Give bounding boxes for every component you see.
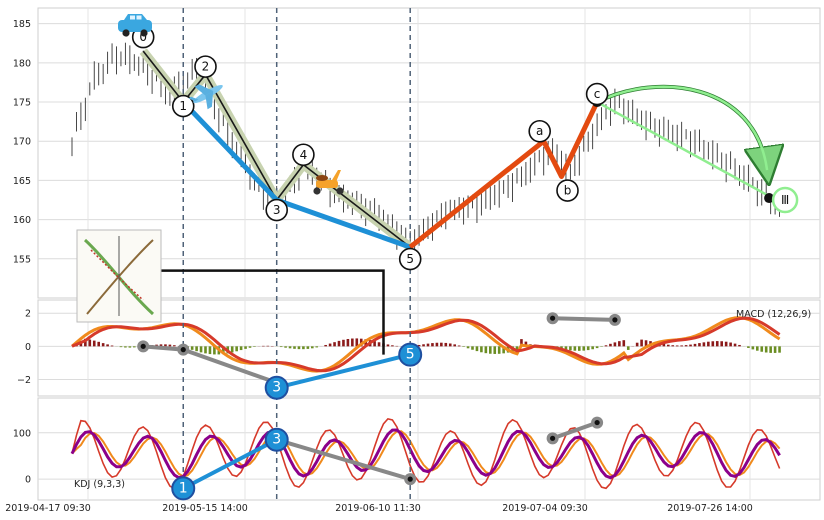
y-tick-label: 180 bbox=[13, 58, 31, 69]
y-tick-label: 160 bbox=[13, 215, 31, 226]
abc-label-b-circle bbox=[556, 179, 579, 202]
abc-label-c: c bbox=[594, 87, 601, 101]
kdj-marker-3-circle bbox=[264, 427, 289, 452]
signal-line bbox=[71, 316, 781, 373]
y-tick-label: 170 bbox=[13, 137, 31, 148]
macd-divergence-link-2-node-dot bbox=[612, 317, 618, 323]
kdj-divergence-link-2 bbox=[551, 420, 598, 441]
macd-lines bbox=[71, 316, 781, 373]
wave-label-4-circle bbox=[292, 143, 315, 167]
kdj-divergence-link-2-node-dot bbox=[594, 419, 600, 426]
abc-line bbox=[408, 101, 600, 250]
macd-label: MACD (12,26,9) bbox=[736, 309, 811, 320]
kdj-lines bbox=[70, 418, 781, 490]
macd-divergence-line bbox=[276, 352, 411, 390]
macd-marker-3-circle bbox=[264, 375, 289, 400]
macd-marker-5: 5 bbox=[406, 347, 415, 363]
wave-label-2-circle bbox=[194, 55, 217, 78]
kdj-j-line bbox=[71, 418, 781, 490]
target-line bbox=[596, 100, 770, 198]
macd-divergence-link-2-node-dot bbox=[550, 315, 556, 321]
abc-label-b: b bbox=[564, 184, 572, 198]
kdj-divergence-line bbox=[182, 437, 278, 491]
wave-label-5-circle bbox=[398, 247, 422, 271]
target-arc bbox=[596, 85, 769, 171]
y-tick-label: 2 bbox=[25, 309, 31, 320]
wave-label-3-circle bbox=[265, 198, 289, 222]
kdj-d-line bbox=[71, 430, 781, 478]
wave-label-4: 4 bbox=[300, 148, 308, 162]
support-bracket bbox=[152, 269, 385, 355]
target-label-circle bbox=[771, 186, 799, 214]
macd-line bbox=[71, 316, 781, 373]
kdj-marker-1: 1 bbox=[179, 480, 188, 496]
kdj-divergence-link-node-dot bbox=[407, 476, 413, 482]
wave-label-0: 0 bbox=[139, 30, 147, 44]
kdj-k-line bbox=[70, 428, 781, 480]
x-tick-label: 2019-07-04 09:30 bbox=[502, 503, 588, 514]
axis-labels: 155160165170175180185−20201002019-04-17 … bbox=[5, 19, 753, 514]
abc-label-a-circle bbox=[528, 119, 552, 143]
macd-divergence-link-node-dot bbox=[180, 347, 186, 353]
wave-label-3: 3 bbox=[273, 203, 281, 217]
macd-divergence-link-2 bbox=[552, 316, 615, 322]
x-tick-label: 2019-05-15 14:00 bbox=[162, 503, 248, 514]
y-tick-label: 0 bbox=[25, 475, 31, 486]
kdj-marker-3: 3 bbox=[272, 432, 281, 448]
x-tick-label: 2019-04-17 09:30 bbox=[5, 503, 91, 514]
target-label: Ⅲ bbox=[781, 193, 789, 207]
kdj-divergence-link bbox=[276, 437, 411, 482]
kdj-divergence-link-2-node-dot bbox=[550, 435, 556, 441]
target-end-dot bbox=[764, 193, 775, 204]
abc-label-a: a bbox=[536, 124, 543, 138]
abc-label-c-circle bbox=[585, 82, 609, 106]
wave-label-1: 1 bbox=[179, 99, 187, 113]
y-tick-label: 185 bbox=[13, 19, 31, 30]
kdj-marker-1-circle bbox=[171, 476, 196, 501]
wave-label-2: 2 bbox=[202, 60, 210, 74]
macd-marker-3: 3 bbox=[272, 380, 281, 396]
y-tick-label: 100 bbox=[13, 428, 31, 439]
y-tick-label: 175 bbox=[13, 98, 31, 109]
macd-divergence-link-node-dot bbox=[140, 343, 146, 349]
kdj-label: KDJ (9,3,3) bbox=[74, 479, 125, 490]
wave-label-1-circle bbox=[171, 94, 195, 118]
x-tick-label: 2019-06-10 11:30 bbox=[335, 503, 421, 514]
wave-label-5: 5 bbox=[406, 252, 414, 266]
airplane-icon bbox=[188, 84, 223, 110]
scooter-icon bbox=[313, 170, 344, 195]
y-tick-label: 0 bbox=[25, 342, 31, 353]
macd-marker-5-circle bbox=[398, 342, 423, 367]
y-tick-label: 155 bbox=[13, 254, 31, 265]
y-tick-label: 165 bbox=[13, 176, 31, 187]
y-tick-label: −2 bbox=[17, 375, 31, 386]
pattern-thumbnail bbox=[76, 229, 162, 323]
x-tick-label: 2019-07-26 14:00 bbox=[667, 503, 753, 514]
car-icon bbox=[118, 14, 152, 37]
